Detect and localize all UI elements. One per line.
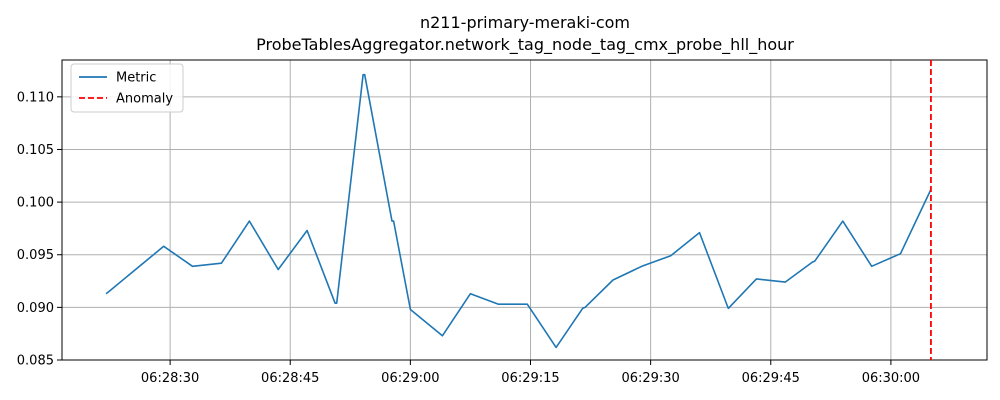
x-tick-label: 06:29:30 <box>621 371 679 386</box>
y-tick-label: 0.110 <box>17 90 54 105</box>
legend: Metric Anomaly <box>70 63 184 113</box>
x-tick-label: 06:29:00 <box>381 371 439 386</box>
legend-metric-label: Metric <box>116 71 156 86</box>
x-tick-label: 06:28:45 <box>261 371 319 386</box>
y-tick-label: 0.100 <box>17 196 54 211</box>
legend-anomaly-label: Anomaly <box>116 92 173 107</box>
grid-lines <box>62 60 987 361</box>
y-tick-label: 0.085 <box>17 354 54 369</box>
series-layer <box>105 60 932 360</box>
y-tick-label: 0.105 <box>17 143 54 158</box>
chart-title-line2: ProbeTablesAggregator.network_tag_node_t… <box>256 35 794 55</box>
x-tick-label: 06:28:30 <box>141 371 199 386</box>
x-tick-label: 06:29:45 <box>742 371 800 386</box>
legend-box <box>70 63 184 113</box>
x-tick-label: 06:29:15 <box>501 371 559 386</box>
x-tick-label: 06:30:00 <box>862 371 920 386</box>
y-tick-label: 0.095 <box>17 248 54 263</box>
y-tick-label: 0.090 <box>17 301 54 316</box>
plot-frame <box>61 59 988 361</box>
metric-series-line <box>105 73 932 349</box>
plot-axes: 06:28:30 06:28:45 06:29:00 06:29:15 06:29:30… <box>17 59 988 386</box>
chart-title-line1: n211-primary-meraki-com <box>420 13 630 32</box>
